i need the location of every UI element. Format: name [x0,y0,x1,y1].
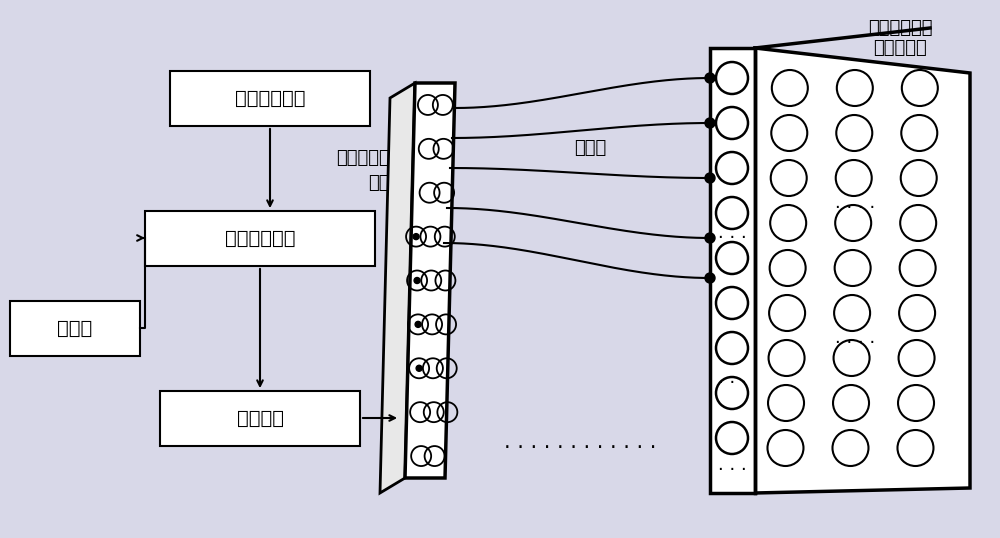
Text: · · · ·: · · · · [835,334,875,352]
Bar [145,210,375,265]
Text: · · ·: · · · [718,374,746,392]
Circle shape [705,233,715,243]
Circle shape [413,233,419,239]
Polygon shape [405,83,455,478]
Text: 发光控制系统: 发光控制系统 [225,229,295,247]
Text: · · · ·: · · · · [835,199,875,217]
Circle shape [705,273,715,283]
Text: 电源系统: 电源系统 [237,408,284,428]
Text: · · · · · · · · · · · ·: · · · · · · · · · · · · [504,438,656,458]
Text: · · ·: · · · [718,461,746,479]
Bar [170,70,370,125]
Text: 通信端: 通信端 [57,318,93,337]
Circle shape [705,118,715,128]
Text: 光纤束: 光纤束 [574,139,606,157]
Polygon shape [380,83,415,493]
Text: 交通可变情报: 交通可变情报 [868,19,932,37]
Bar [160,391,360,445]
Circle shape [705,73,715,83]
Polygon shape [710,48,755,493]
Text: 板显示面板: 板显示面板 [873,39,927,57]
Circle shape [414,278,420,284]
Text: 能见度感知器: 能见度感知器 [235,88,305,108]
Bar [10,301,140,356]
Polygon shape [755,48,970,493]
Text: 激光二级管: 激光二级管 [336,149,390,167]
Text: 阵列: 阵列 [368,174,390,192]
Circle shape [415,321,421,328]
Text: · · ·: · · · [718,229,746,247]
Circle shape [705,173,715,183]
Circle shape [416,365,422,371]
